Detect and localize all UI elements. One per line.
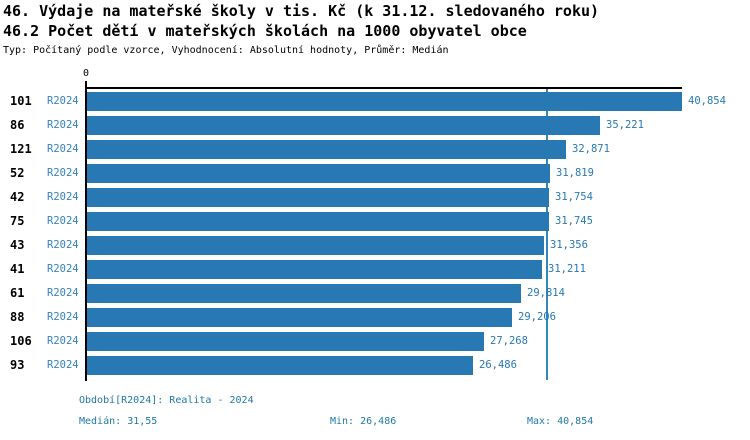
bar	[87, 260, 542, 279]
bar-value-label: 31,211	[548, 263, 586, 275]
row-period-link[interactable]: R2024	[47, 143, 79, 155]
bar-value-label: 31,819	[556, 167, 594, 179]
footer-min-value: 26,486	[360, 416, 397, 427]
row-period-link[interactable]: R2024	[47, 359, 79, 371]
row-period-link[interactable]: R2024	[47, 335, 79, 347]
footer-median-label: Medián:	[79, 416, 122, 427]
bar	[87, 188, 549, 207]
chart-subtitle: Typ: Počítaný podle vzorce, Vyhodnocení:…	[3, 45, 449, 56]
row-period-link[interactable]: R2024	[47, 215, 79, 227]
bar	[87, 116, 600, 135]
bar-value-label: 26,486	[479, 359, 517, 371]
footer-median-stat: Medián: 31,55	[79, 416, 157, 428]
bar-value-label: 29,814	[527, 287, 565, 299]
row-category-label: 41	[10, 262, 25, 276]
row-period-link[interactable]: R2024	[47, 263, 79, 275]
bar-value-label: 31,754	[555, 191, 593, 203]
footer-max-value: 40,854	[557, 416, 594, 427]
bar	[87, 356, 473, 375]
bar-value-label: 29,206	[518, 311, 556, 323]
row-category-label: 106	[10, 334, 32, 348]
bar	[87, 164, 550, 183]
row-period-link[interactable]: R2024	[47, 95, 79, 107]
row-period-link[interactable]: R2024	[47, 287, 79, 299]
bar	[87, 92, 682, 111]
row-period-link[interactable]: R2024	[47, 119, 79, 131]
y-axis-line	[85, 81, 87, 381]
footer-max-label: Max:	[527, 416, 552, 427]
bar-value-label: 31,356	[550, 239, 588, 251]
bar-value-label: 32,871	[572, 143, 610, 155]
row-category-label: 42	[10, 190, 25, 204]
chart-title-line2: 46.2 Počet dětí v mateřských školách na …	[3, 22, 527, 40]
row-period-link[interactable]: R2024	[47, 191, 79, 203]
bar	[87, 212, 549, 231]
row-category-label: 121	[10, 142, 32, 156]
median-reference-line	[546, 89, 548, 380]
bar	[87, 284, 521, 303]
row-period-link[interactable]: R2024	[47, 239, 79, 251]
row-period-link[interactable]: R2024	[47, 167, 79, 179]
row-category-label: 61	[10, 286, 25, 300]
row-category-label: 86	[10, 118, 25, 132]
x-axis-zero-tick-label: 0	[82, 68, 90, 79]
bar	[87, 332, 484, 351]
row-category-label: 93	[10, 358, 25, 372]
chart-title-line1: 46. Výdaje na mateřské školy v tis. Kč (…	[3, 2, 600, 20]
footer-period-text: Období[R2024]: Realita - 2024	[79, 395, 254, 406]
bar-value-label: 35,221	[606, 119, 644, 131]
row-period-link[interactable]: R2024	[47, 311, 79, 323]
footer-median-value: 31,55	[127, 416, 158, 427]
bar-value-label: 40,854	[688, 95, 726, 107]
bar	[87, 236, 544, 255]
row-category-label: 52	[10, 166, 25, 180]
footer-max-stat: Max: 40,854	[527, 416, 593, 428]
bar	[87, 308, 512, 327]
row-category-label: 43	[10, 238, 25, 252]
row-category-label: 101	[10, 94, 32, 108]
row-category-label: 75	[10, 214, 25, 228]
bar	[87, 140, 566, 159]
bar-value-label: 27,268	[490, 335, 528, 347]
bar-value-label: 31,745	[555, 215, 593, 227]
footer-min-label: Min:	[330, 416, 355, 427]
footer-min-stat: Min: 26,486	[330, 416, 396, 428]
row-category-label: 88	[10, 310, 25, 324]
x-axis-line	[85, 87, 682, 89]
